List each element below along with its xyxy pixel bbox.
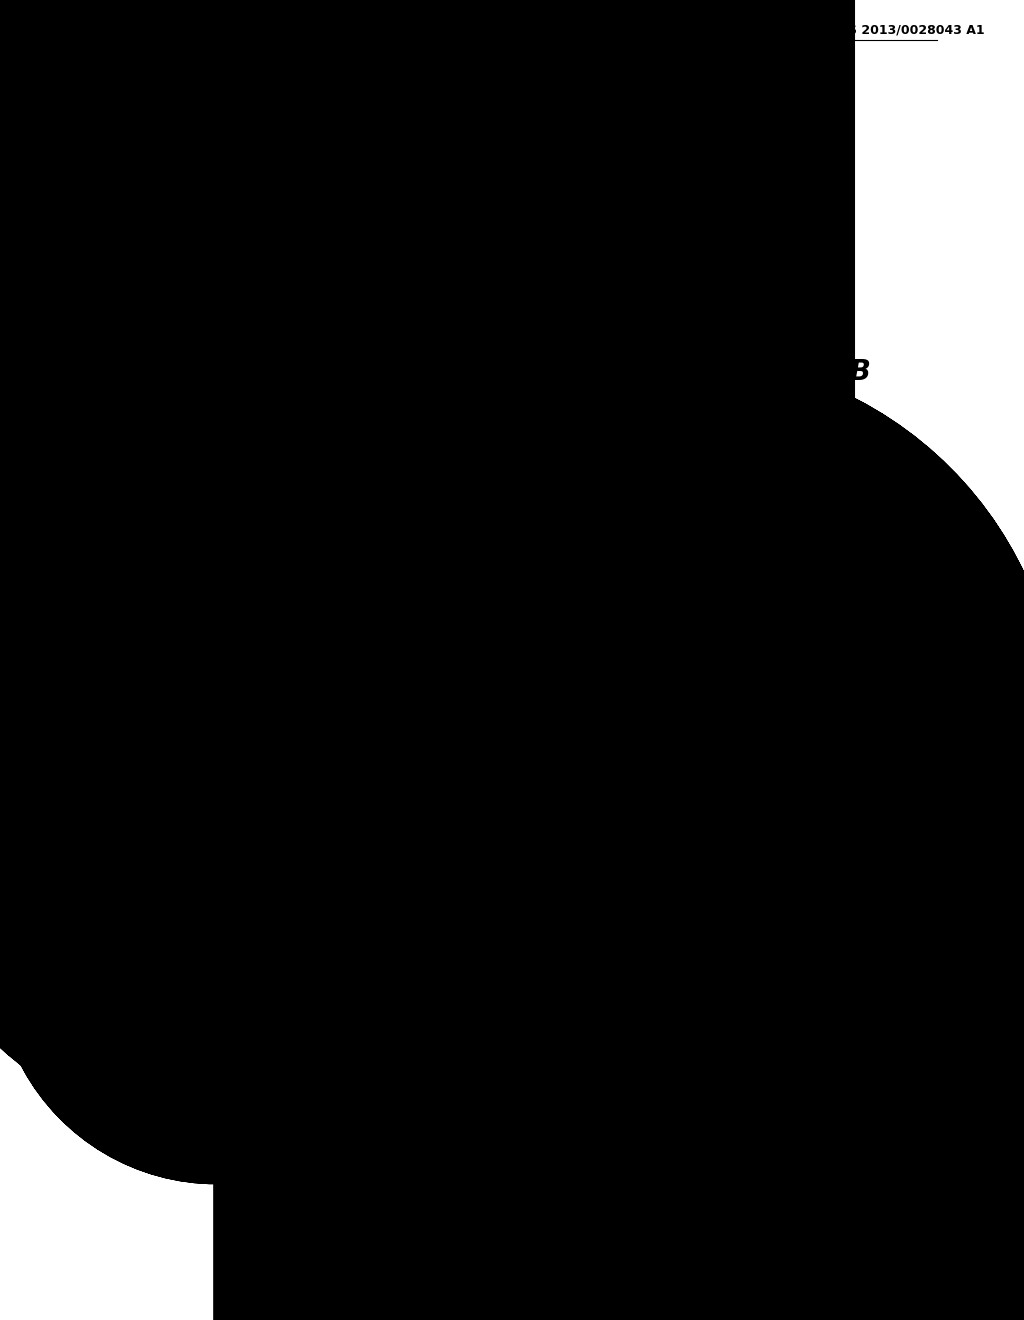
Text: 446: 446 [432, 356, 453, 379]
Text: DRAIN: DRAIN [631, 362, 668, 375]
Text: 2061: 2061 [212, 1016, 236, 1044]
Text: Fig. 4B: Fig. 4B [762, 358, 871, 385]
Text: 2101: 2101 [429, 593, 453, 620]
Text: 4321: 4321 [197, 994, 220, 1022]
Text: DRAIN: DRAIN [202, 433, 241, 446]
Text: 4341: 4341 [438, 528, 462, 556]
Text: ...: ... [452, 1064, 464, 1077]
Text: 2043: 2043 [585, 714, 607, 742]
Bar [459, 560, 495, 586]
Circle shape [290, 242, 328, 279]
Ellipse shape [616, 624, 715, 665]
Text: 4342: 4342 [476, 528, 500, 556]
Text: US 2013/0028043 A1: US 2013/0028043 A1 [838, 24, 984, 37]
Text: TO Fig. 4A: TO Fig. 4A [420, 1177, 480, 1191]
Text: 4323: 4323 [623, 994, 646, 1022]
Text: PROCESSING
STATION 3: PROCESSING STATION 3 [625, 837, 707, 865]
Text: 452: 452 [581, 381, 601, 404]
Circle shape [498, 242, 536, 279]
Text: 2062: 2062 [431, 1016, 455, 1044]
Text: 438: 438 [542, 248, 562, 272]
Bar [439, 1023, 475, 1049]
Text: Patent Application Publication: Patent Application Publication [72, 24, 285, 37]
Text: 444: 444 [224, 356, 245, 379]
Text: ...: ... [659, 639, 672, 652]
Text: PROCESSING
STATION 2: PROCESSING STATION 2 [417, 837, 499, 865]
Text: 439: 439 [538, 185, 558, 209]
Text: TO
VACUUM
PUMP: TO VACUUM PUMP [249, 116, 297, 149]
Bar [458, 302, 575, 433]
Ellipse shape [190, 1049, 290, 1092]
Text: 4343: 4343 [683, 528, 707, 556]
Text: 440: 440 [323, 465, 343, 487]
Text: PROCESSING
STATION 1: PROCESSING STATION 1 [200, 837, 281, 865]
Text: 442: 442 [530, 465, 551, 487]
Text: 4322: 4322 [415, 994, 438, 1022]
Bar [250, 302, 280, 433]
Ellipse shape [409, 624, 507, 665]
Text: 116,118: 116,118 [121, 463, 155, 507]
Text: Jan. 31, 2013  Sheet 5 of 22: Jan. 31, 2013 Sheet 5 of 22 [324, 24, 519, 37]
Text: 2063: 2063 [639, 1016, 663, 1044]
Bar [496, 414, 536, 433]
Text: TO
VACUUM
PUMP: TO VACUUM PUMP [457, 116, 505, 149]
Bar [288, 414, 327, 433]
Ellipse shape [616, 1049, 715, 1092]
Text: 21022: 21022 [637, 587, 665, 620]
Bar [581, 747, 751, 956]
Ellipse shape [409, 1049, 507, 1092]
Bar [421, 560, 457, 586]
Text: 437: 437 [330, 185, 350, 209]
Text: ...: ... [234, 1064, 246, 1077]
Bar [155, 747, 326, 956]
Bar [373, 747, 543, 956]
Bar [250, 302, 368, 433]
Text: 448: 448 [373, 381, 393, 404]
Text: BLENDER: BLENDER [423, 362, 478, 375]
Text: ...: ... [452, 639, 464, 652]
Text: 436: 436 [333, 248, 353, 272]
Text: 2042: 2042 [376, 714, 399, 742]
Bar [458, 302, 487, 433]
Bar [222, 1023, 258, 1049]
Bar [648, 1023, 684, 1049]
Text: ...: ... [659, 1064, 672, 1077]
Text: 2041: 2041 [159, 714, 182, 742]
Bar [665, 560, 700, 586]
